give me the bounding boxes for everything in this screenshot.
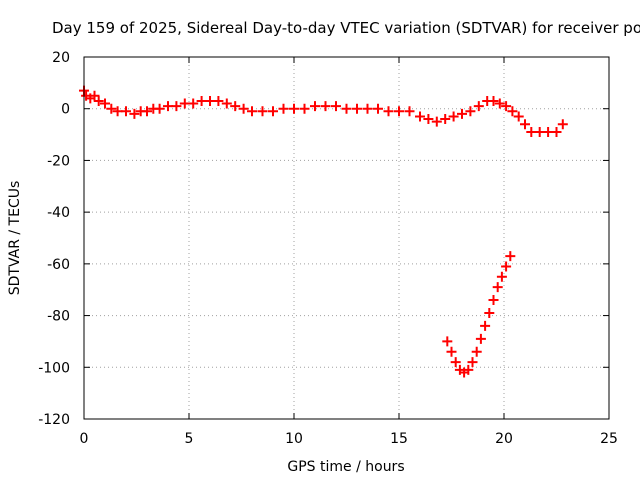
data-point (467, 357, 478, 368)
data-point (373, 103, 383, 114)
data-point (471, 346, 482, 357)
data-point (230, 101, 241, 112)
x-axis-label: GPS time / hours (287, 459, 404, 475)
data-point (278, 103, 289, 114)
data-point (142, 106, 152, 117)
data-point (440, 114, 451, 125)
x-tick-label: 5 (185, 431, 194, 447)
data-point (112, 106, 123, 117)
data-point (289, 103, 299, 114)
y-tick-label: -120 (38, 412, 70, 428)
data-point (179, 98, 190, 109)
data-point (121, 106, 131, 117)
data-point (442, 336, 453, 347)
data-point (450, 357, 461, 368)
data-point (331, 101, 341, 112)
data-point (507, 106, 518, 117)
data-point (446, 346, 457, 357)
x-tick-label: 25 (600, 431, 618, 447)
plot-border (83, 56, 610, 420)
data-point (163, 101, 173, 112)
data-point (238, 103, 249, 114)
y-axis-label: SDTVAR / TECUs (7, 181, 23, 296)
data-point (196, 95, 207, 106)
data-point (213, 95, 224, 106)
data-point (448, 111, 459, 122)
data-point (394, 106, 404, 117)
data-point (129, 108, 140, 119)
grid-layer (84, 57, 609, 419)
data-point (534, 126, 545, 137)
data-point (488, 95, 499, 106)
data-point (505, 251, 516, 262)
data-point (473, 101, 484, 112)
data-point (501, 261, 512, 272)
data-point (171, 101, 182, 112)
data-point (551, 126, 562, 137)
chart-title: Day 159 of 2025, Sidereal Day-to-day VTE… (52, 19, 640, 37)
data-point (352, 103, 362, 114)
data-point (496, 271, 507, 282)
data-point (484, 307, 495, 318)
data-point (488, 295, 499, 306)
x-tick-label: 0 (80, 431, 89, 447)
y-tick-label: -80 (47, 309, 70, 325)
data-layer (79, 85, 568, 378)
data-point (257, 106, 268, 117)
data-point (362, 103, 373, 114)
y-tick-label: -100 (38, 360, 70, 376)
data-point (205, 95, 215, 106)
data-point (475, 333, 486, 344)
data-point (93, 95, 104, 106)
data-point (247, 106, 257, 117)
data-point (299, 103, 310, 114)
y-tick-label: 20 (52, 50, 70, 66)
data-point (188, 98, 199, 109)
data-point (492, 282, 503, 293)
data-point (513, 111, 524, 122)
data-point (415, 111, 425, 122)
data-point (404, 106, 415, 117)
tick-layer: 0 5 10 15 20 25 20 0 -20 -40 -60 -80 -100 -120 (38, 50, 618, 447)
x-tick-label: 20 (495, 431, 513, 447)
data-point (494, 98, 505, 109)
data-point (154, 103, 165, 114)
x-tick-label: 10 (285, 431, 303, 447)
x-tick-label: 15 (390, 431, 408, 447)
data-point (557, 119, 568, 130)
data-point (520, 119, 530, 130)
data-point (463, 364, 474, 375)
data-point (106, 103, 117, 114)
data-point (383, 106, 394, 117)
data-point (423, 114, 434, 125)
data-point (310, 101, 320, 112)
data-point (221, 98, 232, 109)
data-point (457, 108, 467, 119)
data-point (543, 126, 554, 137)
data-point (526, 126, 537, 137)
data-point (501, 101, 512, 112)
data-point (341, 103, 352, 114)
y-tick-label: -40 (47, 205, 70, 221)
y-tick-label: 0 (61, 102, 70, 118)
data-point (268, 106, 278, 117)
y-tick-label: -60 (47, 257, 70, 273)
data-point (89, 90, 100, 101)
data-point (320, 101, 331, 112)
data-point (431, 116, 442, 127)
y-tick-label: -20 (47, 153, 70, 169)
data-point (100, 98, 110, 109)
data-point (480, 320, 491, 331)
data-point (465, 106, 476, 117)
